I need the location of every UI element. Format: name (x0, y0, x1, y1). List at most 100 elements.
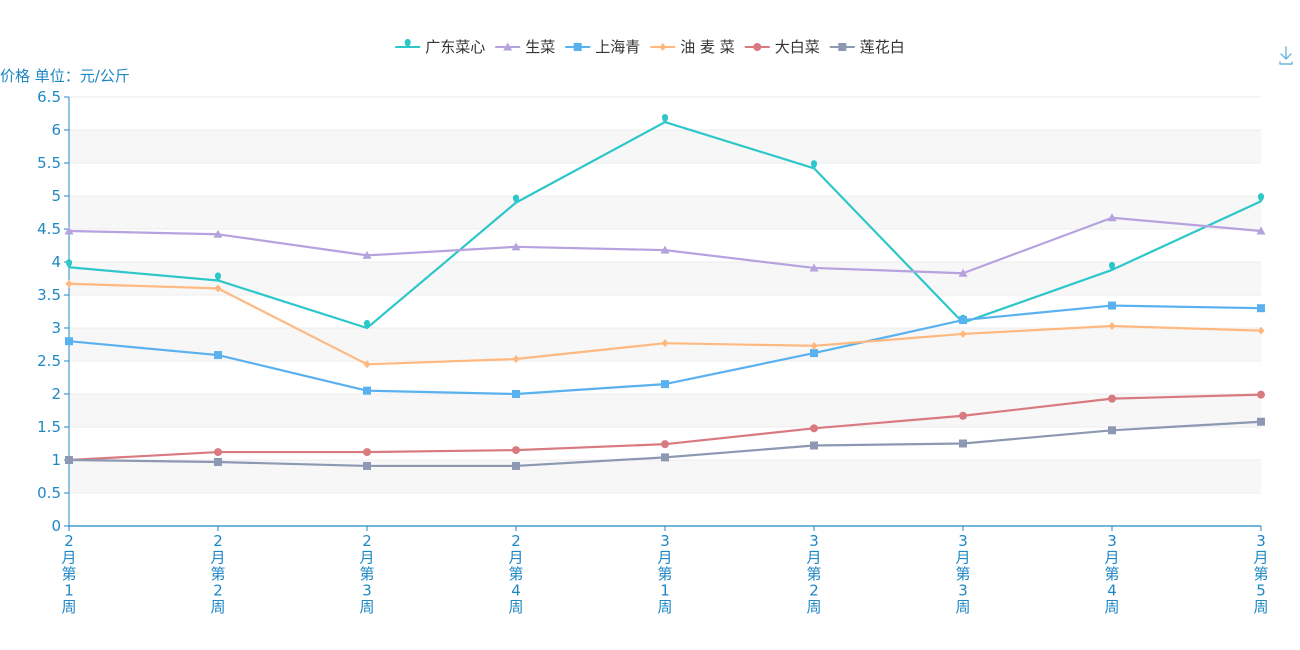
data-point (213, 229, 223, 238)
x-tick-label: 3 月第 4 周 (1104, 532, 1119, 616)
grid-band (69, 130, 1261, 163)
legend: 广东菜心 生菜 上海青 油 麦 菜 大白菜 莲花白 (395, 38, 905, 56)
data-point (661, 339, 669, 348)
y-tick-label: 0.5 (37, 484, 61, 502)
data-point (511, 242, 521, 251)
data-point (1257, 417, 1265, 426)
legend-item-6[interactable]: 莲花白 (829, 38, 905, 56)
x-tick-label: 3 月第 1 周 (657, 532, 672, 616)
legend-label: 大白菜 (775, 38, 820, 56)
legend-marker (838, 43, 847, 51)
data-point (958, 268, 968, 277)
y-tick-label: 3.5 (37, 286, 61, 304)
data-point (1108, 301, 1116, 310)
data-point (1108, 394, 1116, 403)
data-point (1107, 213, 1117, 222)
y-tick-label: 1.5 (37, 418, 61, 436)
legend-item-5[interactable]: 大白菜 (744, 38, 820, 56)
legend-item-4[interactable]: 油 麦 菜 (650, 38, 735, 56)
data-point (810, 349, 818, 358)
data-point (1257, 304, 1265, 313)
data-point (362, 250, 372, 259)
data-point (214, 457, 222, 466)
data-point (1257, 390, 1265, 399)
data-point (810, 341, 818, 350)
grid-band (69, 460, 1261, 493)
grid-band (69, 394, 1261, 427)
data-point (512, 355, 520, 364)
data-point (1256, 226, 1266, 235)
data-point (959, 316, 967, 325)
series-layer (64, 114, 1266, 470)
x-tick-label: 2 月第 3 周 (359, 532, 374, 616)
y-tick-label: 4 (51, 253, 61, 271)
data-point (214, 284, 222, 293)
y-tick-label: 0 (51, 517, 61, 535)
data-point (512, 446, 520, 455)
data-point (1108, 261, 1116, 271)
y-tick-label: 4.5 (37, 220, 61, 238)
y-tick-label: 1 (51, 451, 61, 469)
legend-item-2[interactable]: 生菜 (495, 38, 555, 56)
grid-band (69, 262, 1261, 295)
legend-marker (503, 42, 513, 51)
y-tick-label: 2.5 (37, 352, 61, 370)
data-point (959, 411, 967, 420)
y-tick-label: 2 (51, 385, 61, 403)
data-point (810, 160, 818, 170)
data-point (1257, 193, 1265, 203)
data-point (959, 439, 967, 448)
series-2 (64, 213, 1266, 277)
data-point (64, 226, 74, 235)
data-point (363, 386, 371, 395)
data-point (661, 114, 669, 124)
download-icon[interactable] (1274, 44, 1296, 66)
data-point (214, 351, 222, 360)
x-tick-label: 3 月第 3 周 (955, 532, 970, 616)
y-axis-tick-labels: 0 0.5 1 1.5 2 2.5 3 3.5 4 4.5 5 5.5 6 6.5 (37, 88, 61, 535)
x-tick-label: 3 月第 5 周 (1253, 532, 1268, 616)
x-tick-label: 2 月第 2 周 (210, 532, 225, 616)
data-point (363, 448, 371, 457)
x-tick-label: 2 月第 1 周 (61, 532, 76, 616)
x-tick-label: 3 月第 2 周 (806, 532, 821, 616)
legend-label: 生菜 (525, 38, 555, 56)
data-point (810, 441, 818, 450)
grid-lines (69, 96, 1261, 494)
data-point (512, 194, 520, 204)
grid-band (69, 196, 1261, 229)
data-point (512, 390, 520, 398)
data-point (661, 380, 669, 389)
data-point (363, 461, 371, 470)
legend-item-3[interactable]: 上海青 (565, 38, 640, 56)
data-point (1108, 426, 1116, 435)
legend-label: 莲花白 (860, 38, 905, 56)
legend-item-1[interactable]: 广东菜心 (395, 38, 485, 56)
data-point (65, 456, 73, 464)
legend-label: 广东菜心 (425, 38, 485, 56)
legend-marker (659, 43, 667, 51)
series-4 (65, 279, 1265, 369)
legend-marker (753, 43, 762, 51)
data-point (65, 337, 73, 346)
data-point (363, 320, 371, 329)
y-tick-label: 6.5 (37, 88, 61, 106)
x-tick-label: 2 月第 4 周 (508, 532, 523, 616)
y-axis-title: 价格 单位：元/公斤 (0, 67, 130, 85)
data-point (810, 424, 818, 433)
data-point (660, 245, 670, 254)
data-point (65, 279, 73, 288)
data-point (1108, 322, 1116, 331)
legend-marker (404, 39, 411, 48)
y-tick-label: 6 (51, 121, 61, 139)
legend-marker (573, 43, 582, 51)
data-point (214, 272, 222, 282)
x-axis-tick-labels: 2 月第 1 周 2 月第 2 周 2 月第 3 周 2 月第 4 周 3 月第 1 周 3 月第 2 周 3 月第 3 周 3 月第 4 周… (61, 532, 1268, 616)
y-tick-label: 5 (51, 187, 61, 205)
data-point (214, 448, 222, 457)
series-6 (65, 417, 1265, 470)
y-tick-label: 5.5 (37, 154, 61, 172)
data-point (1257, 326, 1265, 335)
